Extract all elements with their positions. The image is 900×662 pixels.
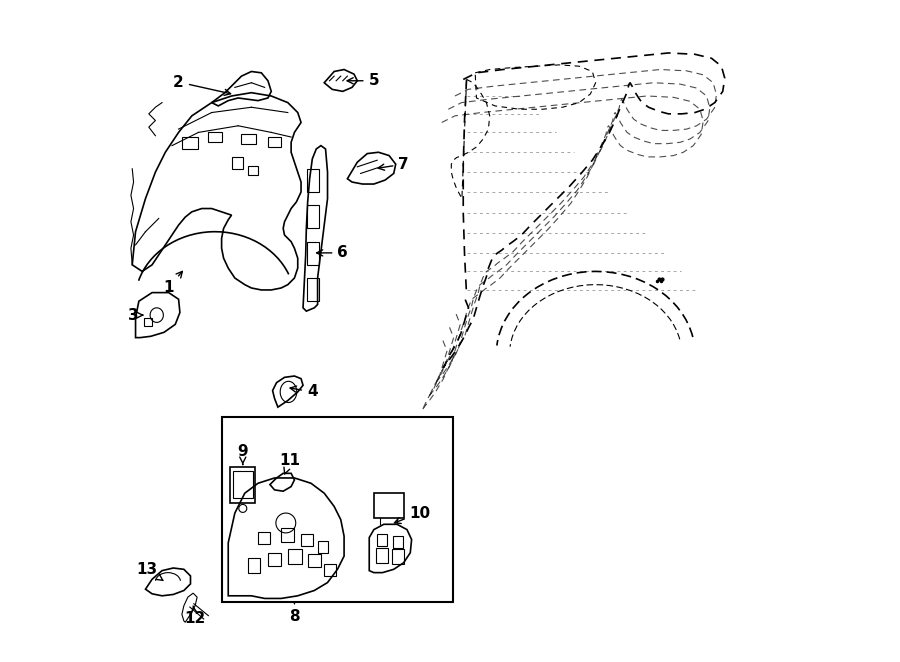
Bar: [374, 493, 404, 518]
Bar: [248, 166, 258, 175]
Text: 10: 10: [394, 506, 431, 524]
Bar: [393, 536, 403, 548]
Bar: [144, 318, 152, 326]
Text: 1: 1: [164, 271, 183, 295]
Bar: [307, 242, 319, 265]
Bar: [230, 467, 256, 503]
Bar: [308, 554, 321, 567]
Bar: [392, 549, 404, 564]
Text: 9: 9: [238, 444, 248, 465]
Bar: [318, 541, 328, 553]
Text: 8: 8: [289, 602, 300, 624]
Text: 7: 7: [378, 157, 409, 171]
Bar: [324, 564, 336, 576]
Bar: [258, 532, 270, 544]
Text: 11: 11: [279, 453, 301, 474]
Bar: [248, 558, 260, 573]
Bar: [268, 553, 281, 566]
Text: 13: 13: [136, 562, 163, 581]
Text: 5: 5: [347, 73, 379, 88]
Bar: [221, 417, 454, 602]
Text: 6: 6: [317, 246, 348, 260]
Bar: [377, 534, 387, 546]
Text: 3: 3: [129, 308, 143, 322]
Bar: [231, 157, 244, 169]
Bar: [182, 137, 198, 149]
Bar: [288, 549, 302, 564]
Text: 4: 4: [290, 385, 318, 399]
Text: 12: 12: [184, 606, 206, 626]
Bar: [307, 205, 319, 228]
Bar: [268, 137, 281, 147]
Bar: [302, 534, 313, 546]
Bar: [241, 134, 256, 144]
Bar: [376, 548, 388, 563]
Bar: [233, 471, 253, 498]
Bar: [307, 169, 319, 192]
Bar: [209, 132, 221, 142]
Bar: [307, 278, 319, 301]
Bar: [281, 528, 294, 542]
Text: 2: 2: [173, 75, 230, 95]
